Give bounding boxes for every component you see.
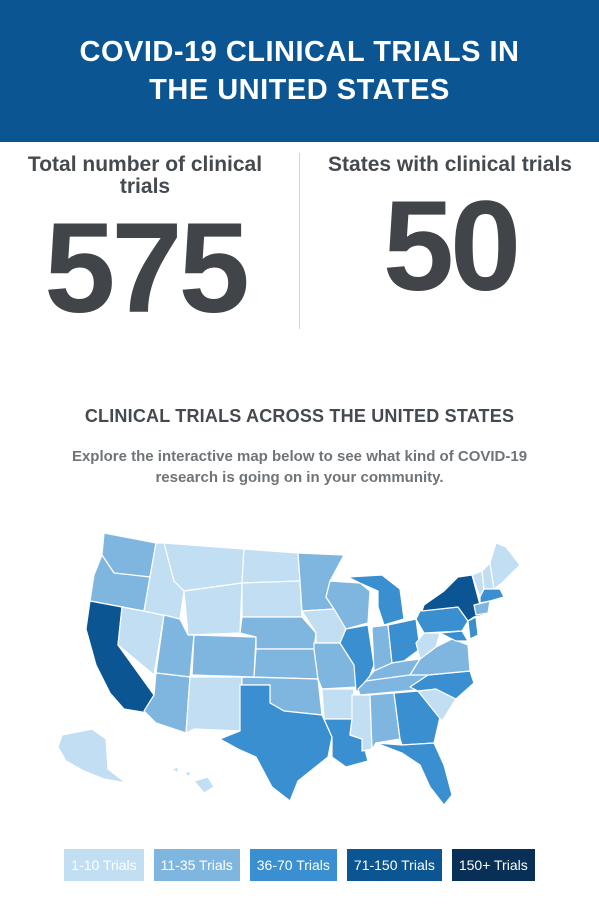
stat-total-label: Total number of clinical trials bbox=[27, 153, 263, 198]
state-OH[interactable] bbox=[387, 618, 421, 664]
section-subtitle: Explore the interactive map below to see… bbox=[71, 448, 528, 486]
stat-total-trials: Total number of clinical trials 575 bbox=[0, 154, 290, 334]
state-CT[interactable] bbox=[473, 600, 491, 616]
legend-item-11-35: 11-35 Trials bbox=[153, 849, 240, 881]
state-AL[interactable] bbox=[369, 692, 401, 750]
state-VA[interactable] bbox=[409, 638, 471, 676]
state-SD[interactable] bbox=[241, 580, 303, 618]
map-legend: 1-10 Trials 11-35 Trials 36-70 Trials 71… bbox=[0, 849, 599, 881]
state-NY[interactable] bbox=[421, 574, 485, 622]
legend-item-36-70: 36-70 Trials bbox=[249, 849, 337, 881]
stat-divider bbox=[299, 153, 300, 329]
state-ND[interactable] bbox=[241, 548, 301, 584]
state-NM[interactable] bbox=[185, 676, 243, 734]
stat-states: States with clinical trials 50 bbox=[305, 154, 595, 312]
legend-item-1-10: 1-10 Trials bbox=[64, 849, 144, 881]
state-TX[interactable] bbox=[219, 684, 333, 802]
header-banner: COVID-19 CLINICAL TRIALS IN THE UNITED S… bbox=[0, 0, 599, 142]
state-FL[interactable] bbox=[375, 742, 453, 806]
state-CO[interactable] bbox=[191, 634, 257, 678]
state-AK[interactable] bbox=[57, 728, 127, 784]
state-WV[interactable] bbox=[415, 632, 441, 660]
state-ME[interactable] bbox=[489, 542, 521, 590]
stat-total-value: 575 bbox=[44, 197, 250, 340]
state-AR[interactable] bbox=[321, 688, 355, 720]
state-MD[interactable] bbox=[439, 630, 469, 642]
state-MA[interactable] bbox=[479, 588, 505, 604]
state-AZ[interactable] bbox=[143, 672, 191, 734]
us-map[interactable] bbox=[44, 525, 564, 810]
state-KS[interactable] bbox=[253, 648, 319, 680]
state-HI[interactable] bbox=[171, 766, 215, 794]
stat-states-value: 50 bbox=[382, 175, 521, 318]
section-title: CLINICAL TRIALS ACROSS THE UNITED STATES bbox=[84, 406, 515, 426]
legend-item-150-plus: 150+ Trials bbox=[451, 849, 535, 881]
state-WY[interactable] bbox=[183, 582, 243, 636]
legend-item-71-150: 71-150 Trials bbox=[346, 849, 442, 881]
page-title: COVID-19 CLINICAL TRIALS IN THE UNITED S… bbox=[79, 36, 520, 106]
state-NJ[interactable] bbox=[467, 616, 479, 640]
stat-states-label: States with clinical trials bbox=[328, 153, 572, 176]
